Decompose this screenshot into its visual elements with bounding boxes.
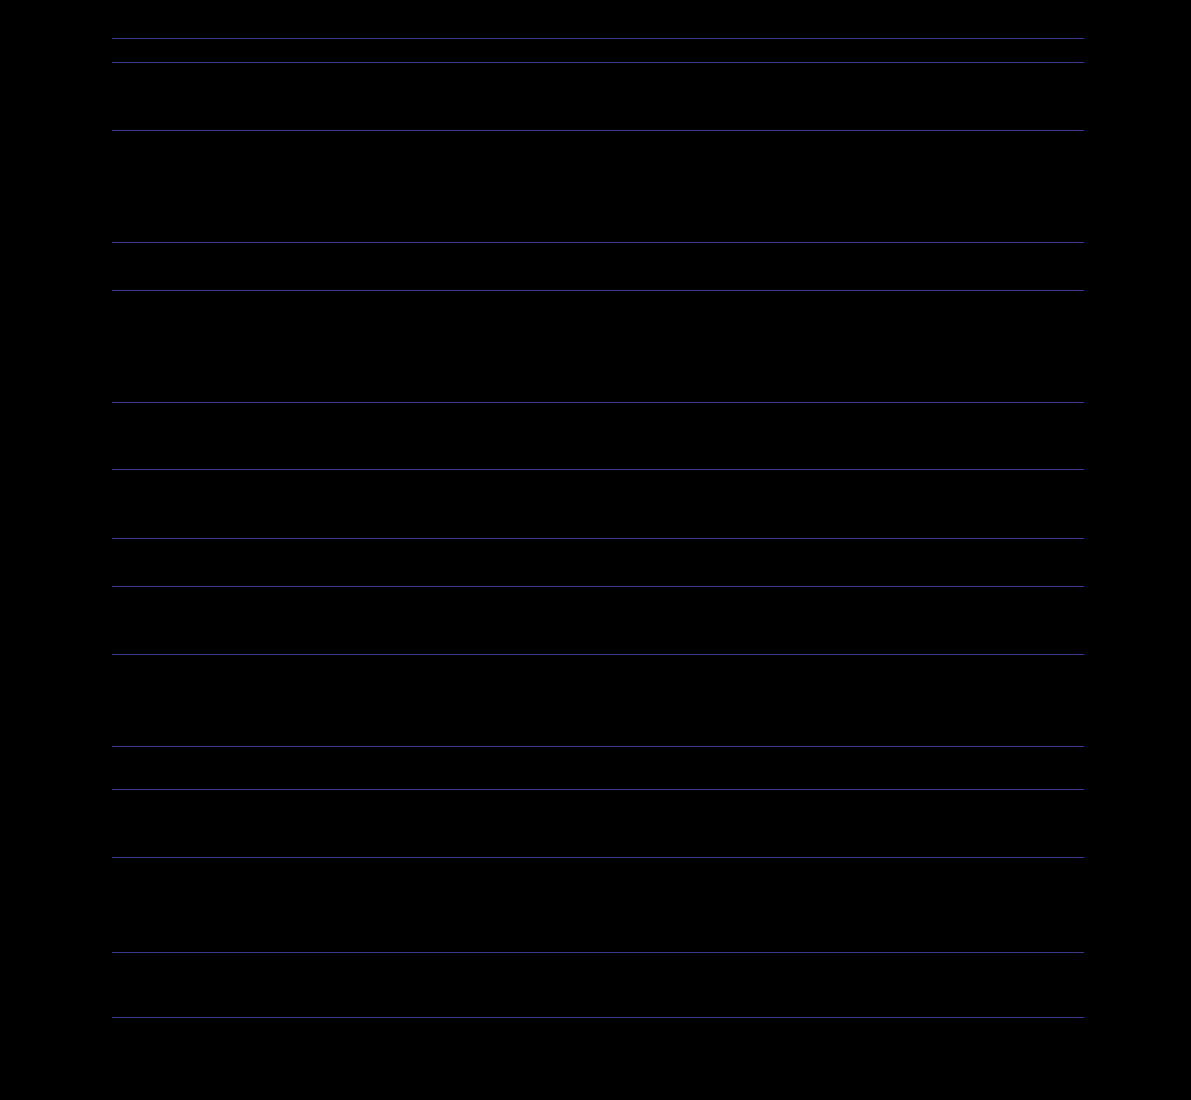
rule-line xyxy=(112,538,1084,539)
rule-line xyxy=(112,469,1084,470)
rule-line xyxy=(112,38,1084,39)
rule-line xyxy=(112,242,1084,243)
rule-line xyxy=(112,290,1084,291)
rule-line xyxy=(112,789,1084,790)
rule-line xyxy=(112,586,1084,587)
rule-line xyxy=(112,654,1084,655)
rule-line xyxy=(112,857,1084,858)
rule-line xyxy=(112,1017,1084,1018)
rule-line xyxy=(112,130,1084,131)
rule-line xyxy=(112,62,1084,63)
page-canvas xyxy=(0,0,1191,1100)
rule-line xyxy=(112,402,1084,403)
rule-line xyxy=(112,746,1084,747)
rule-line xyxy=(112,952,1084,953)
